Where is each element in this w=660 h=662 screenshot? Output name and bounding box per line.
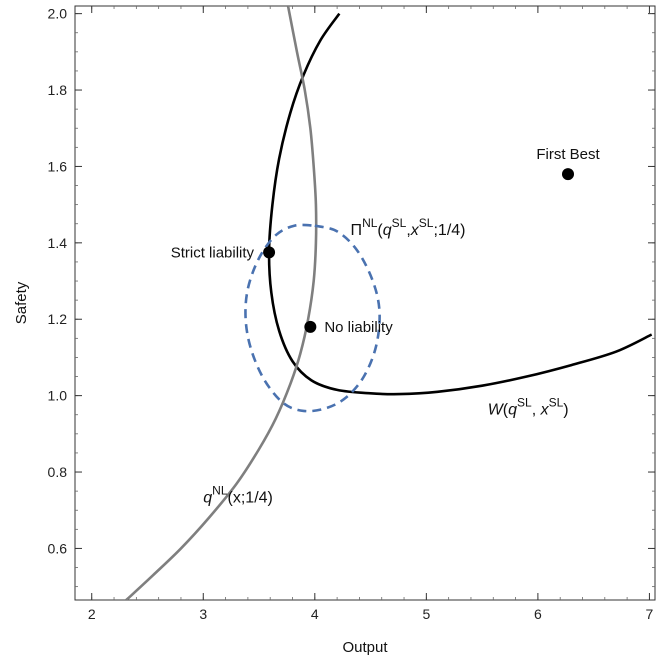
x-axis-title: Output — [342, 639, 388, 656]
y-tick-label: 1.0 — [48, 388, 68, 404]
y-tick-label: 2.0 — [48, 6, 68, 22]
x-tick-label: 7 — [646, 606, 654, 622]
x-tick-label: 2 — [88, 606, 96, 622]
point-first-best — [562, 168, 574, 181]
label-first-best: First Best — [536, 146, 600, 163]
points-layer: First Best Strict liability No liability — [171, 146, 601, 336]
annotation-output-nl: qNL(x;1/4) — [203, 484, 273, 507]
minor-ticks — [75, 6, 655, 600]
annotation-welfare: W(qSL, xSL) — [488, 396, 569, 419]
y-tick-label: 0.6 — [48, 540, 68, 556]
label-no-liability: No liability — [324, 319, 393, 336]
y-axis-title: Safety — [13, 281, 30, 324]
x-tick-label: 3 — [199, 606, 207, 622]
y-tick-label: 1.2 — [48, 311, 68, 327]
y-tick-label: 1.4 — [48, 235, 68, 251]
series-layer — [125, 6, 653, 600]
x-tick-label: 5 — [422, 606, 430, 622]
point-strict-liability — [263, 246, 276, 259]
y-tick-label: 0.8 — [48, 464, 68, 480]
y-tick-label: 1.6 — [48, 158, 68, 174]
series-output-nl-curve — [125, 6, 318, 600]
label-strict-liability: Strict liability — [171, 244, 255, 261]
x-tick-label: 4 — [311, 606, 319, 622]
x-tick-label: 6 — [534, 606, 542, 622]
y-tick-label: 1.8 — [48, 82, 68, 98]
plot-frame — [74, 5, 656, 601]
annotation-profit-nl: ΠNL(qSL,xSL;1/4) — [351, 216, 466, 239]
series-profit-nl-contour — [244, 223, 381, 413]
series-welfare-curve — [267, 12, 653, 396]
point-no-liability — [304, 320, 317, 333]
axes: 2 3 4 5 6 7 0.6 0.8 1.0 1.2 1.4 1.6 1.8 2.0 Output Safe… — [13, 5, 656, 656]
